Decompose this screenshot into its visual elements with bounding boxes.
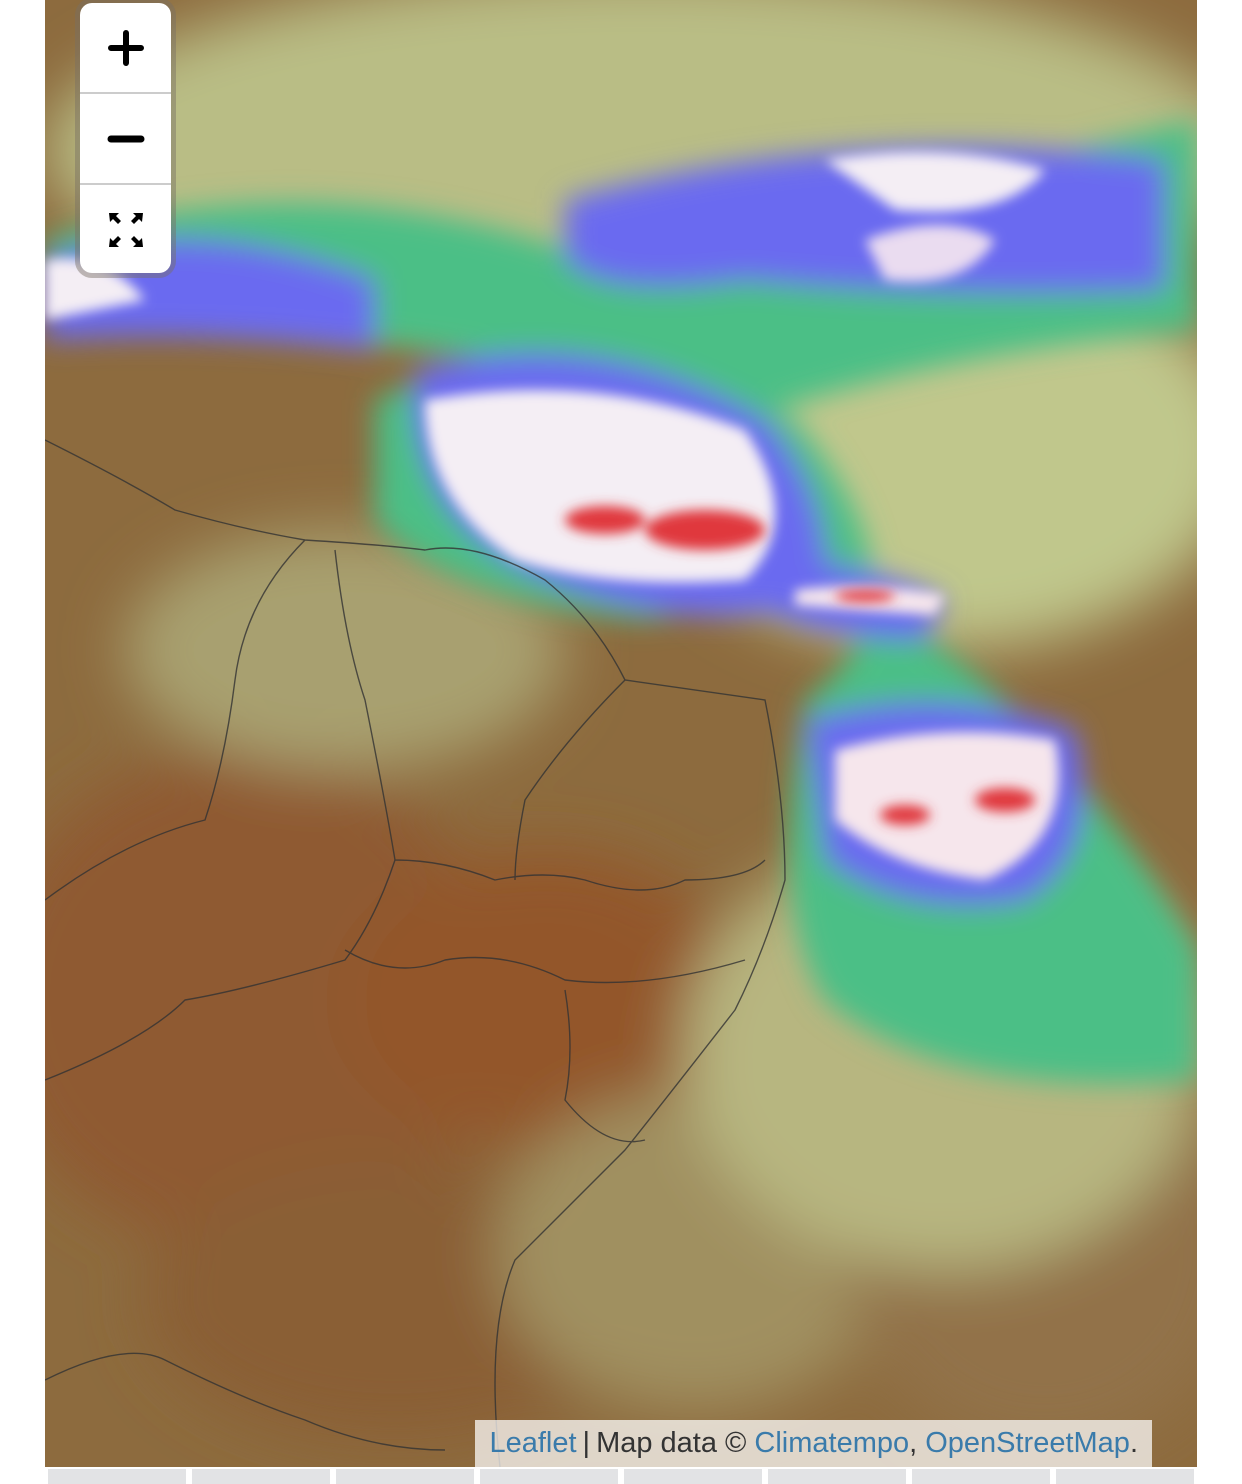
attribution-period: . <box>1129 1427 1138 1459</box>
fullscreen-icon <box>108 212 143 247</box>
climatempo-link[interactable]: Climatempo <box>754 1427 910 1459</box>
bottom-tab[interactable] <box>336 1469 474 1484</box>
fullscreen-button[interactable] <box>80 185 171 273</box>
bottom-tab[interactable] <box>912 1469 1050 1484</box>
zoom-in-button[interactable] <box>80 3 171 94</box>
attribution-separator: | <box>582 1427 591 1459</box>
satellite-imagery <box>45 0 1197 1467</box>
bottom-tab[interactable] <box>192 1469 330 1484</box>
bottom-tab[interactable] <box>768 1469 906 1484</box>
bottom-tab-strip <box>48 1469 1242 1484</box>
attribution-comma: , <box>909 1427 918 1459</box>
bottom-tab[interactable] <box>1056 1469 1194 1484</box>
bottom-tab[interactable] <box>48 1469 186 1484</box>
map-attribution: Leaflet | Map data © Climatempo , OpenSt… <box>475 1420 1152 1467</box>
satellite-map[interactable]: Leaflet | Map data © Climatempo , OpenSt… <box>45 0 1197 1467</box>
zoom-out-button[interactable] <box>80 94 171 185</box>
map-controls <box>80 3 171 273</box>
state-borders <box>45 439 786 1467</box>
bottom-tab[interactable] <box>480 1469 618 1484</box>
minus-icon <box>107 135 144 142</box>
attribution-prefix: Map data © <box>596 1427 747 1459</box>
plus-icon <box>107 29 144 66</box>
bottom-tab[interactable] <box>624 1469 762 1484</box>
openstreetmap-link[interactable]: OpenStreetMap <box>925 1427 1130 1459</box>
leaflet-link[interactable]: Leaflet <box>489 1427 577 1459</box>
